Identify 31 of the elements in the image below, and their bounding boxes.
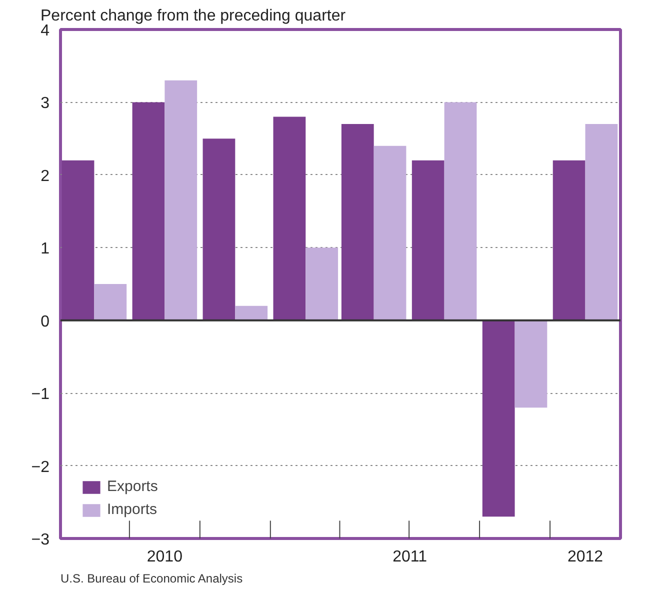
bar [341, 124, 374, 320]
y-tick-label: 3 [40, 95, 50, 112]
y-tick-label: −3 [31, 532, 50, 548]
bar [444, 102, 477, 320]
bar [585, 124, 618, 320]
bar [132, 102, 165, 320]
x-tick-label: 2010 [146, 548, 183, 566]
legend-label: Exports [107, 478, 158, 495]
x-tick-label: 2011 [392, 548, 428, 566]
y-tick-label: −1 [31, 386, 50, 404]
bar [62, 160, 94, 320]
x-tick-label: 2012 [567, 548, 604, 566]
bar [412, 160, 444, 320]
y-axis-title: Percent change from the preceding quarter [40, 8, 346, 24]
legend-label: Imports [107, 501, 158, 518]
bar [202, 138, 236, 320]
y-tick-label: −2 [31, 458, 50, 476]
y-tick-label: 0 [40, 313, 50, 330]
y-tick-label: 2 [40, 168, 50, 185]
bar [306, 248, 338, 320]
bar [374, 146, 406, 320]
bar [273, 116, 306, 320]
bar [482, 320, 515, 517]
bar [235, 306, 268, 320]
y-tick-label: 4 [40, 22, 50, 40]
text: U.S. Bureau of Economic Analysis [60, 572, 243, 586]
bar [514, 320, 548, 408]
y-tick-label: 1 [40, 240, 50, 258]
bar [552, 160, 586, 320]
bar [164, 80, 198, 320]
bar [94, 284, 127, 320]
